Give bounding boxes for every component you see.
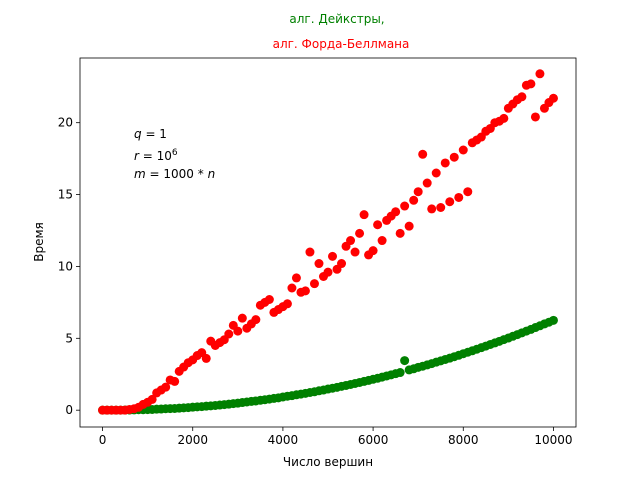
data-point <box>454 192 464 202</box>
data-point <box>237 313 247 323</box>
y-tick-label: 5 <box>65 331 73 345</box>
data-point <box>391 207 401 217</box>
data-point <box>436 203 446 212</box>
data-point <box>264 295 274 304</box>
data-point <box>282 299 292 309</box>
annotation-q: q = 1 <box>134 127 167 141</box>
data-point <box>458 145 468 155</box>
data-point <box>463 187 473 197</box>
data-point <box>355 228 365 238</box>
data-point <box>337 259 347 269</box>
data-point <box>526 79 536 89</box>
data-point <box>440 158 450 168</box>
data-point <box>409 195 419 205</box>
data-point <box>368 246 378 256</box>
data-point <box>427 204 437 214</box>
data-point <box>323 267 333 277</box>
data-point <box>287 283 297 293</box>
data-point <box>328 251 338 261</box>
data-point <box>251 315 261 325</box>
y-axis-label: Время <box>32 222 46 262</box>
y-tick-label: 10 <box>58 259 73 273</box>
data-point <box>418 149 428 159</box>
data-point <box>350 247 360 257</box>
plot-frame <box>79 57 577 428</box>
data-point <box>147 394 157 404</box>
data-point <box>445 197 455 207</box>
data-point <box>170 376 180 386</box>
y-tick-label: 0 <box>65 403 73 417</box>
chart-title-line-2: алг. Форда-Беллмана <box>273 37 410 51</box>
data-point <box>359 210 369 220</box>
data-point <box>291 273 301 283</box>
data-point <box>305 247 315 257</box>
y-tick-label: 15 <box>58 188 73 202</box>
data-point <box>535 69 545 79</box>
data-point <box>346 236 356 246</box>
data-point <box>395 228 405 238</box>
data-point <box>300 286 310 296</box>
data-point <box>400 201 410 211</box>
x-tick-label: 8000 <box>448 433 479 447</box>
data-point <box>233 326 243 336</box>
y-axis: 0 5 10 15 20 <box>58 116 80 417</box>
data-point <box>431 168 441 178</box>
x-axis: 0 2000 4000 6000 8000 10000 <box>99 427 573 447</box>
y-tick-label: 20 <box>58 116 73 130</box>
data-point <box>224 329 234 339</box>
x-tick-label: 4000 <box>268 433 299 447</box>
annotation-m: m = 1000 * n <box>134 167 215 181</box>
data-point <box>548 315 558 325</box>
x-tick-label: 0 <box>99 433 107 447</box>
data-point <box>400 356 410 366</box>
data-point <box>377 236 387 246</box>
data-point <box>548 93 558 103</box>
data-point <box>404 221 414 231</box>
data-point <box>413 187 423 197</box>
data-point <box>530 112 540 122</box>
x-axis-label: Число вершин <box>283 455 373 469</box>
data-point <box>314 259 324 269</box>
series-2 <box>98 69 558 415</box>
chart-title-line-1: алг. Дейкстры, <box>289 12 384 26</box>
data-point <box>499 113 509 123</box>
data-point <box>449 152 459 162</box>
x-tick-label: 10000 <box>534 433 572 447</box>
x-tick-label: 6000 <box>358 433 389 447</box>
series-layer <box>98 69 558 415</box>
data-point <box>373 220 383 230</box>
data-point <box>517 92 527 102</box>
data-point <box>422 178 432 188</box>
data-point <box>395 368 405 378</box>
data-point <box>309 279 319 289</box>
x-tick-label: 2000 <box>177 433 208 447</box>
data-point <box>161 382 171 392</box>
data-point <box>201 353 211 363</box>
annotation-r: r = 106 <box>134 148 178 163</box>
